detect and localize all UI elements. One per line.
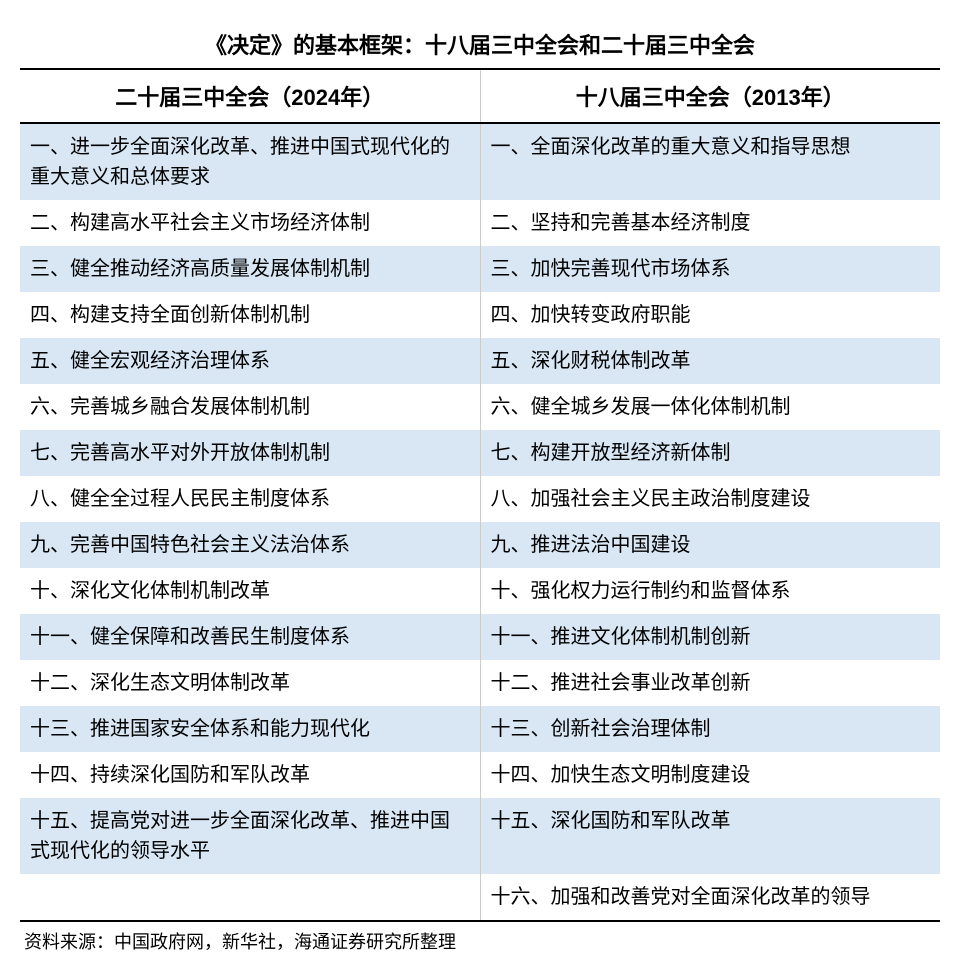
cell-right: 八、加强社会主义民主政治制度建设 xyxy=(480,476,940,522)
cell-right: 十五、深化国防和军队改革 xyxy=(480,798,940,874)
cell-left: 三、健全推动经济高质量发展体制机制 xyxy=(20,246,480,292)
cell-left: 十二、深化生态文明体制改革 xyxy=(20,660,480,706)
table-row: 十五、提高党对进一步全面深化改革、推进中国式现代化的领导水平十五、深化国防和军队… xyxy=(20,798,940,874)
cell-left: 十五、提高党对进一步全面深化改革、推进中国式现代化的领导水平 xyxy=(20,798,480,874)
cell-left: 四、构建支持全面创新体制机制 xyxy=(20,292,480,338)
cell-left: 十、深化文化体制机制改革 xyxy=(20,568,480,614)
table-row: 二、构建高水平社会主义市场经济体制二、坚持和完善基本经济制度 xyxy=(20,200,940,246)
cell-right: 三、加快完善现代市场体系 xyxy=(480,246,940,292)
cell-left: 八、健全全过程人民民主制度体系 xyxy=(20,476,480,522)
cell-left: 十四、持续深化国防和军队改革 xyxy=(20,752,480,798)
cell-left: 五、健全宏观经济治理体系 xyxy=(20,338,480,384)
comparison-table-container: 《决定》的基本框架：十八届三中全会和二十届三中全会 二十届三中全会（2024年）… xyxy=(20,20,940,954)
table-row: 七、完善高水平对外开放体制机制七、构建开放型经济新体制 xyxy=(20,430,940,476)
table-row: 九、完善中国特色社会主义法治体系九、推进法治中国建设 xyxy=(20,522,940,568)
table-row: 三、健全推动经济高质量发展体制机制三、加快完善现代市场体系 xyxy=(20,246,940,292)
table-row: 十三、推进国家安全体系和能力现代化十三、创新社会治理体制 xyxy=(20,706,940,752)
cell-left: 九、完善中国特色社会主义法治体系 xyxy=(20,522,480,568)
table-title: 《决定》的基本框架：十八届三中全会和二十届三中全会 xyxy=(20,20,940,70)
table-row: 十、深化文化体制机制改革十、强化权力运行制约和监督体系 xyxy=(20,568,940,614)
cell-right: 十三、创新社会治理体制 xyxy=(480,706,940,752)
cell-right: 十四、加快生态文明制度建设 xyxy=(480,752,940,798)
cell-right: 十、强化权力运行制约和监督体系 xyxy=(480,568,940,614)
table-row: 五、健全宏观经济治理体系五、深化财税体制改革 xyxy=(20,338,940,384)
cell-right: 十一、推进文化体制机制创新 xyxy=(480,614,940,660)
cell-left: 一、进一步全面深化改革、推进中国式现代化的重大意义和总体要求 xyxy=(20,123,480,200)
table-row: 十四、持续深化国防和军队改革十四、加快生态文明制度建设 xyxy=(20,752,940,798)
cell-right: 二、坚持和完善基本经济制度 xyxy=(480,200,940,246)
cell-right: 九、推进法治中国建设 xyxy=(480,522,940,568)
cell-left xyxy=(20,874,480,921)
cell-left: 二、构建高水平社会主义市场经济体制 xyxy=(20,200,480,246)
cell-right: 一、全面深化改革的重大意义和指导思想 xyxy=(480,123,940,200)
cell-right: 十二、推进社会事业改革创新 xyxy=(480,660,940,706)
cell-left: 十一、健全保障和改善民生制度体系 xyxy=(20,614,480,660)
table-row: 十一、健全保障和改善民生制度体系十一、推进文化体制机制创新 xyxy=(20,614,940,660)
table-row: 十六、加强和改善党对全面深化改革的领导 xyxy=(20,874,940,921)
cell-right: 十六、加强和改善党对全面深化改革的领导 xyxy=(480,874,940,921)
table-row: 八、健全全过程人民民主制度体系八、加强社会主义民主政治制度建设 xyxy=(20,476,940,522)
comparison-table: 二十届三中全会（2024年） 十八届三中全会（2013年） 一、进一步全面深化改… xyxy=(20,70,940,922)
cell-right: 五、深化财税体制改革 xyxy=(480,338,940,384)
cell-left: 六、完善城乡融合发展体制机制 xyxy=(20,384,480,430)
table-row: 一、进一步全面深化改革、推进中国式现代化的重大意义和总体要求一、全面深化改革的重… xyxy=(20,123,940,200)
cell-left: 十三、推进国家安全体系和能力现代化 xyxy=(20,706,480,752)
cell-right: 七、构建开放型经济新体制 xyxy=(480,430,940,476)
table-row: 十二、深化生态文明体制改革十二、推进社会事业改革创新 xyxy=(20,660,940,706)
cell-right: 四、加快转变政府职能 xyxy=(480,292,940,338)
cell-left: 七、完善高水平对外开放体制机制 xyxy=(20,430,480,476)
table-row: 六、完善城乡融合发展体制机制六、健全城乡发展一体化体制机制 xyxy=(20,384,940,430)
column-header-left: 二十届三中全会（2024年） xyxy=(20,70,480,123)
data-source: 资料来源：中国政府网，新华社，海通证券研究所整理 xyxy=(20,922,940,954)
table-row: 四、构建支持全面创新体制机制四、加快转变政府职能 xyxy=(20,292,940,338)
column-header-right: 十八届三中全会（2013年） xyxy=(480,70,940,123)
cell-right: 六、健全城乡发展一体化体制机制 xyxy=(480,384,940,430)
